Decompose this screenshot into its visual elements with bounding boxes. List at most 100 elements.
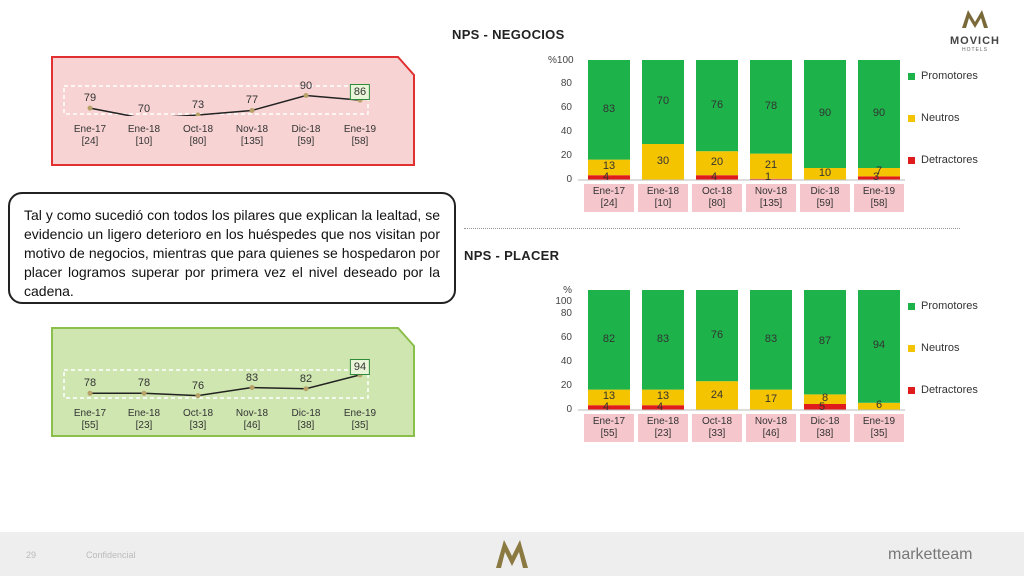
legend-swatch — [908, 156, 915, 164]
category-count: [135] — [759, 198, 783, 209]
category-label: Ene-19 — [862, 416, 896, 427]
nps-point — [195, 393, 201, 399]
category-box — [800, 184, 850, 212]
bar-label-neutros: 6 — [875, 399, 883, 412]
logo-text: MOVICH — [950, 35, 1000, 47]
category-count: [24] — [600, 198, 618, 209]
nps-value-label: 73 — [191, 99, 205, 112]
bar-neutros — [588, 159, 630, 176]
nps-value-label: 82 — [299, 372, 313, 385]
bar-label-neutros: 10 — [818, 167, 832, 179]
nps-category-label: Nov-18 — [235, 408, 269, 419]
bar-neutros — [858, 402, 900, 410]
legend-swatch — [908, 72, 915, 80]
bar-label-promotores: 76 — [710, 328, 724, 341]
bar-label-promotores: 94 — [872, 339, 886, 352]
nps-placer-panel — [51, 327, 415, 437]
category-box — [584, 184, 634, 212]
nps-category-count: [33] — [189, 420, 207, 431]
movich-logo-mark — [962, 10, 988, 28]
category-count: [38] — [816, 428, 834, 439]
nps-point — [249, 385, 255, 391]
bar-label-promotores: 83 — [656, 332, 670, 345]
bar-label-promotores: 82 — [602, 332, 616, 345]
category-label: Nov-18 — [754, 416, 788, 427]
insight-callout: Tal y como sucedió con todos los pilares… — [8, 192, 456, 304]
nps-value-label: 90 — [299, 79, 313, 92]
y-tick-label: 40 — [560, 356, 572, 367]
nps-category-count: [80] — [189, 136, 207, 147]
nps-point — [141, 390, 147, 396]
nps-point — [195, 112, 201, 116]
legend-swatch — [908, 302, 915, 310]
category-label: Ene-17 — [592, 416, 626, 427]
nps-category-label: Nov-18 — [235, 124, 269, 135]
bar-detractores — [588, 175, 630, 180]
bar-promotores — [696, 290, 738, 382]
bar-detractores — [696, 175, 738, 180]
nps-category-label: Dic-18 — [291, 124, 321, 135]
category-count: [58] — [870, 198, 888, 209]
bar-promotores — [750, 290, 792, 390]
category-count: [35] — [870, 428, 888, 439]
category-label: Dic-18 — [810, 186, 840, 197]
bar-label-promotores: 70 — [656, 95, 670, 107]
bar-neutros — [750, 389, 792, 410]
bar-neutros — [858, 168, 900, 177]
category-count: [80] — [708, 198, 726, 209]
bar-promotores — [696, 60, 738, 152]
bar-neutros — [804, 394, 846, 404]
nps-point — [303, 93, 309, 98]
category-count: [33] — [708, 428, 726, 439]
category-box — [692, 184, 742, 212]
category-box — [854, 414, 904, 442]
bar-neutros — [696, 381, 738, 410]
y-tick-label: 0 — [566, 404, 572, 415]
category-label: Ene-19 — [862, 186, 896, 197]
nps-value-label: 77 — [245, 94, 259, 107]
y-tick-label: 40 — [560, 126, 572, 137]
y-tick-label: 80 — [560, 308, 572, 319]
bar-neutros — [588, 389, 630, 406]
nps-value-label: 70 — [137, 102, 151, 115]
footer-movich-mark — [496, 540, 528, 568]
nps-category-label: Oct-18 — [182, 408, 214, 419]
nps-category-count: [135] — [240, 136, 264, 147]
y-axis-top-negocios: %100 — [548, 55, 574, 66]
nps-value-label: 78 — [137, 377, 151, 390]
bar-neutros — [642, 389, 684, 406]
category-label: Oct-18 — [701, 416, 733, 427]
legend-swatch — [908, 386, 915, 394]
nps-category-count: [10] — [135, 136, 153, 147]
nps-category-count: [24] — [81, 136, 99, 147]
nps-category-label: Ene-17 — [73, 408, 107, 419]
bar-label-promotores: 76 — [710, 98, 724, 111]
category-label: Ene-18 — [646, 186, 680, 197]
legend-item: Detractores — [908, 384, 978, 396]
nps-placer-line-chart — [63, 369, 369, 399]
bar-promotores — [858, 290, 900, 403]
y-tick-label: 80 — [560, 78, 572, 89]
y-tick-label: 60 — [560, 332, 572, 343]
legend-item: Promotores — [908, 300, 978, 312]
legend-label: Promotores — [921, 70, 978, 82]
category-label: Ene-18 — [646, 416, 680, 427]
bar-neutros — [696, 151, 738, 176]
nps-point — [249, 107, 255, 113]
category-box — [800, 414, 850, 442]
category-label: Dic-18 — [810, 416, 840, 427]
footer-brand: marketteam — [888, 546, 973, 563]
bar-label-detractores: 4 — [602, 401, 610, 413]
section-divider — [464, 228, 960, 229]
category-box — [692, 414, 742, 442]
category-box — [584, 414, 634, 442]
bar-promotores — [642, 60, 684, 144]
nps-point — [87, 390, 93, 396]
bar-label-neutros: 13 — [602, 390, 616, 403]
bar-promotores — [588, 290, 630, 390]
legend-label: Promotores — [921, 300, 978, 312]
y-axis-top-placer: % 100 — [555, 285, 572, 307]
bar-label-neutros: 7 — [875, 165, 883, 178]
legend-swatch — [908, 344, 915, 352]
category-box — [638, 184, 688, 212]
